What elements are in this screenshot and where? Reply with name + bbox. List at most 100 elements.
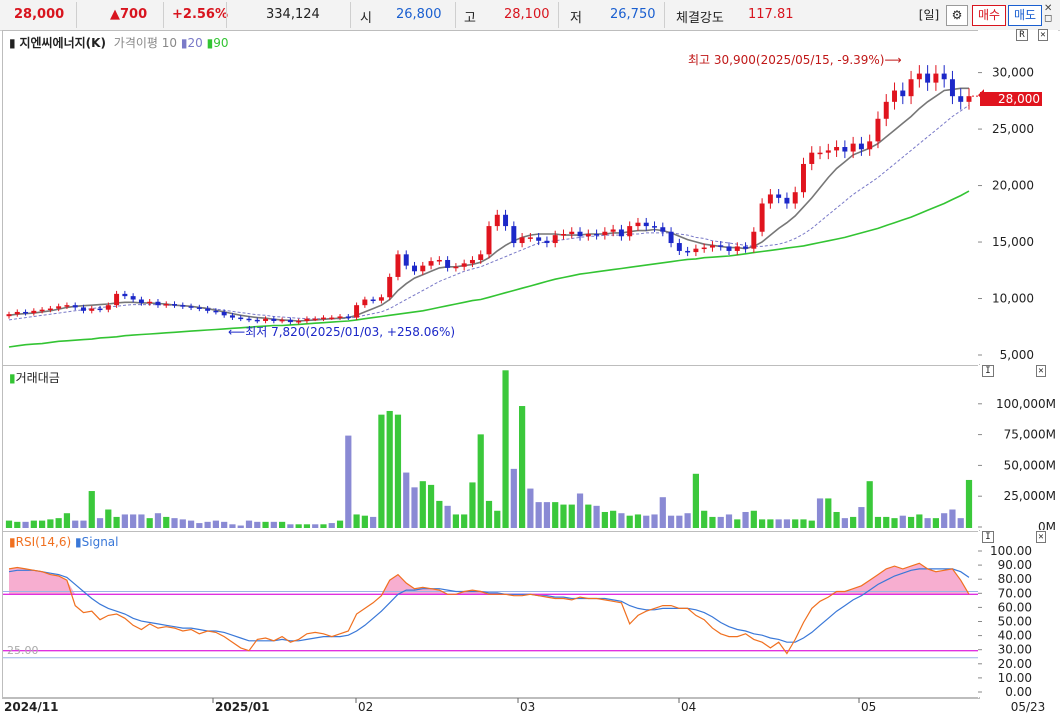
rsi-overbought-fill	[9, 563, 969, 595]
x-tick-label: 2025/01	[215, 700, 269, 714]
volume-bar	[874, 516, 882, 528]
volume-bar	[187, 520, 195, 528]
y-tick-label: 5,000	[1000, 348, 1034, 362]
candle-body	[941, 73, 947, 80]
volume-panel[interactable]: ▮거래대금	[2, 365, 980, 532]
close-icon[interactable]: ✕	[1036, 531, 1046, 543]
candle-body	[420, 265, 426, 272]
rsi-line	[8, 562, 970, 655]
volume-bar	[88, 491, 95, 528]
price-axis: 30,000 25,000 20,000 15,000 10,000 5,000 28,0…	[978, 29, 1058, 364]
y-tick-label: 20.00	[998, 657, 1032, 671]
volume-bar	[825, 498, 832, 528]
high-value: 28,100	[504, 7, 550, 22]
volume-bar	[858, 507, 865, 528]
price-chart-panel[interactable]: ▮ 지엔씨에너지(K) 가격이평 10 ▮20 ▮90 최고 30,900(20…	[2, 30, 980, 366]
volume-bar	[684, 513, 691, 528]
candle-body	[56, 306, 62, 309]
candle-body	[519, 237, 525, 244]
candle-body	[312, 318, 318, 321]
candle-body	[461, 263, 467, 267]
candle-body	[577, 231, 583, 237]
scale-toggle[interactable]: I	[982, 365, 994, 377]
ma10-legend: 가격이평 10	[113, 36, 178, 50]
candle-body	[412, 265, 417, 272]
volume-bar	[39, 520, 46, 528]
volume-bar	[312, 524, 319, 528]
candle-body	[304, 318, 310, 321]
volume-bar	[30, 520, 37, 528]
volume-bar	[63, 513, 71, 528]
volume-bar	[171, 518, 178, 528]
restore-icon[interactable]: ◻	[1044, 13, 1053, 24]
volume-bar	[229, 524, 236, 528]
volume-bar	[585, 504, 592, 528]
rsi-panel[interactable]: ▮RSI(14,6) ▮Signal 25.00	[2, 531, 980, 699]
divider	[558, 2, 559, 28]
close-icon[interactable]: ✕	[1036, 365, 1046, 377]
period-selector[interactable]: [일]	[914, 5, 944, 26]
volume-bar	[692, 473, 699, 528]
ma20-line	[8, 104, 970, 321]
y-tick-label: 10,000	[992, 292, 1034, 306]
volume-bar	[634, 514, 642, 528]
y-tick-label: 100.00	[990, 544, 1032, 558]
sell-button[interactable]: 매도	[1008, 5, 1042, 26]
candle-body	[147, 301, 153, 304]
reverse-toggle[interactable]: R	[1016, 29, 1028, 41]
volume-legend: ▮거래대금	[9, 371, 60, 385]
volume-bar	[750, 510, 757, 528]
gear-icon[interactable]: ⚙	[946, 5, 968, 26]
candle-body	[503, 214, 509, 227]
y-tick-label: 15,000	[992, 235, 1034, 249]
volume-bar	[485, 500, 493, 528]
y-tick-label: 80.00	[998, 572, 1032, 586]
volume-bar	[775, 519, 782, 528]
x-axis: 2024/11 2025/01 02 03 04 05 05/23	[2, 697, 1045, 714]
rsi-level-label: 25.00	[7, 644, 39, 657]
y-tick-label: 60.00	[998, 600, 1032, 614]
y-tick-label: 100,000M	[996, 397, 1056, 411]
candle-body	[130, 296, 136, 300]
volume-bar	[386, 410, 393, 528]
candle-body	[561, 234, 566, 236]
volume-bar	[55, 518, 62, 528]
candle-body	[221, 311, 227, 316]
volume-bar	[734, 519, 741, 528]
candle-body	[436, 259, 442, 262]
low-value: 26,750	[610, 7, 656, 22]
volume-bar	[593, 505, 600, 528]
window-controls[interactable]: ✕ ◻	[1044, 4, 1052, 24]
candle-body	[494, 214, 500, 227]
buy-button[interactable]: 매수	[972, 5, 1006, 26]
ma90-legend: 90	[213, 36, 229, 50]
candle-body	[72, 305, 78, 308]
candle-body	[916, 73, 922, 80]
volume-axis-svg: 100,000M 75,000M 50,000M 25,000M 0M	[978, 397, 1056, 534]
volume-bar	[651, 514, 658, 528]
candle-body	[97, 308, 103, 311]
close-icon[interactable]: ✕	[1038, 29, 1048, 41]
close-icon[interactable]: ✕	[1044, 3, 1053, 14]
candle-body	[544, 240, 550, 244]
candle-body	[47, 308, 53, 311]
volume-bar	[320, 524, 327, 528]
candle-body	[660, 227, 666, 232]
volume-bar	[237, 525, 244, 528]
rsi-chart	[3, 562, 979, 659]
volume-bar	[850, 516, 857, 528]
candle-body	[676, 243, 682, 251]
volume-bar	[742, 511, 749, 528]
volume-bar	[891, 518, 898, 528]
volume-bar	[80, 520, 87, 528]
candle-body	[618, 229, 624, 237]
y-tick-label: 70.00	[998, 586, 1032, 600]
volume-bar	[411, 487, 418, 528]
ma90-legend-swatch: ▮	[206, 36, 214, 50]
x-tick-label: 03	[520, 700, 535, 714]
volume-bar	[105, 509, 112, 528]
ma20-legend-swatch: ▮	[180, 36, 188, 50]
candle-body	[726, 246, 732, 251]
volume-bar	[477, 434, 484, 528]
scale-toggle[interactable]: I	[982, 531, 994, 543]
